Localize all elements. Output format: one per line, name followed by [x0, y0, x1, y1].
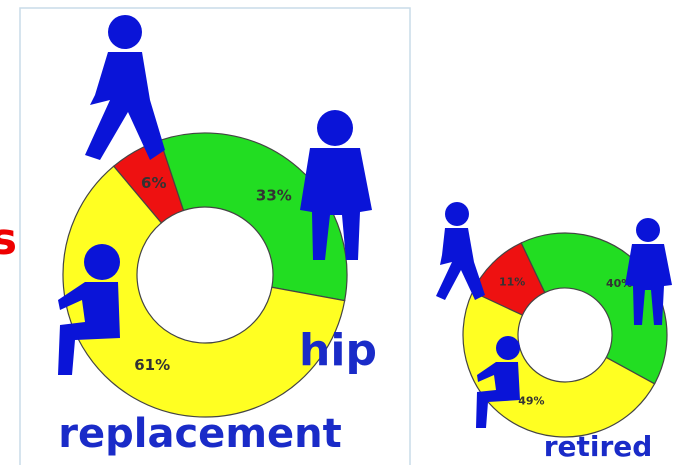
figure-head [317, 110, 353, 146]
figure-businessman [625, 244, 672, 325]
value-label: 6% [141, 174, 166, 192]
figure-businessman [300, 148, 372, 260]
value-label: 61% [134, 356, 170, 374]
figure-walker [85, 52, 165, 160]
figures [58, 15, 672, 428]
value-label: 11% [499, 276, 525, 289]
frame [19, 7, 411, 465]
value-label: 49% [518, 394, 544, 407]
figure-walker [436, 228, 485, 300]
value-label: 40% [606, 277, 632, 290]
side-text: s [0, 214, 17, 265]
figure-head [84, 244, 120, 280]
value-label: 33% [256, 186, 292, 204]
donut-segment [159, 132, 348, 302]
figure-head [496, 336, 520, 360]
figure-head [636, 218, 660, 242]
figure-head [108, 15, 142, 49]
figure-sitter [58, 282, 120, 375]
chart-title: retired [544, 430, 653, 463]
figure-head [445, 202, 469, 226]
figure-sitter [476, 362, 520, 428]
donut-segment [462, 291, 656, 438]
chart-title: hip [299, 325, 377, 376]
chart-title: replacement [58, 411, 341, 457]
donut-segment [62, 165, 346, 418]
